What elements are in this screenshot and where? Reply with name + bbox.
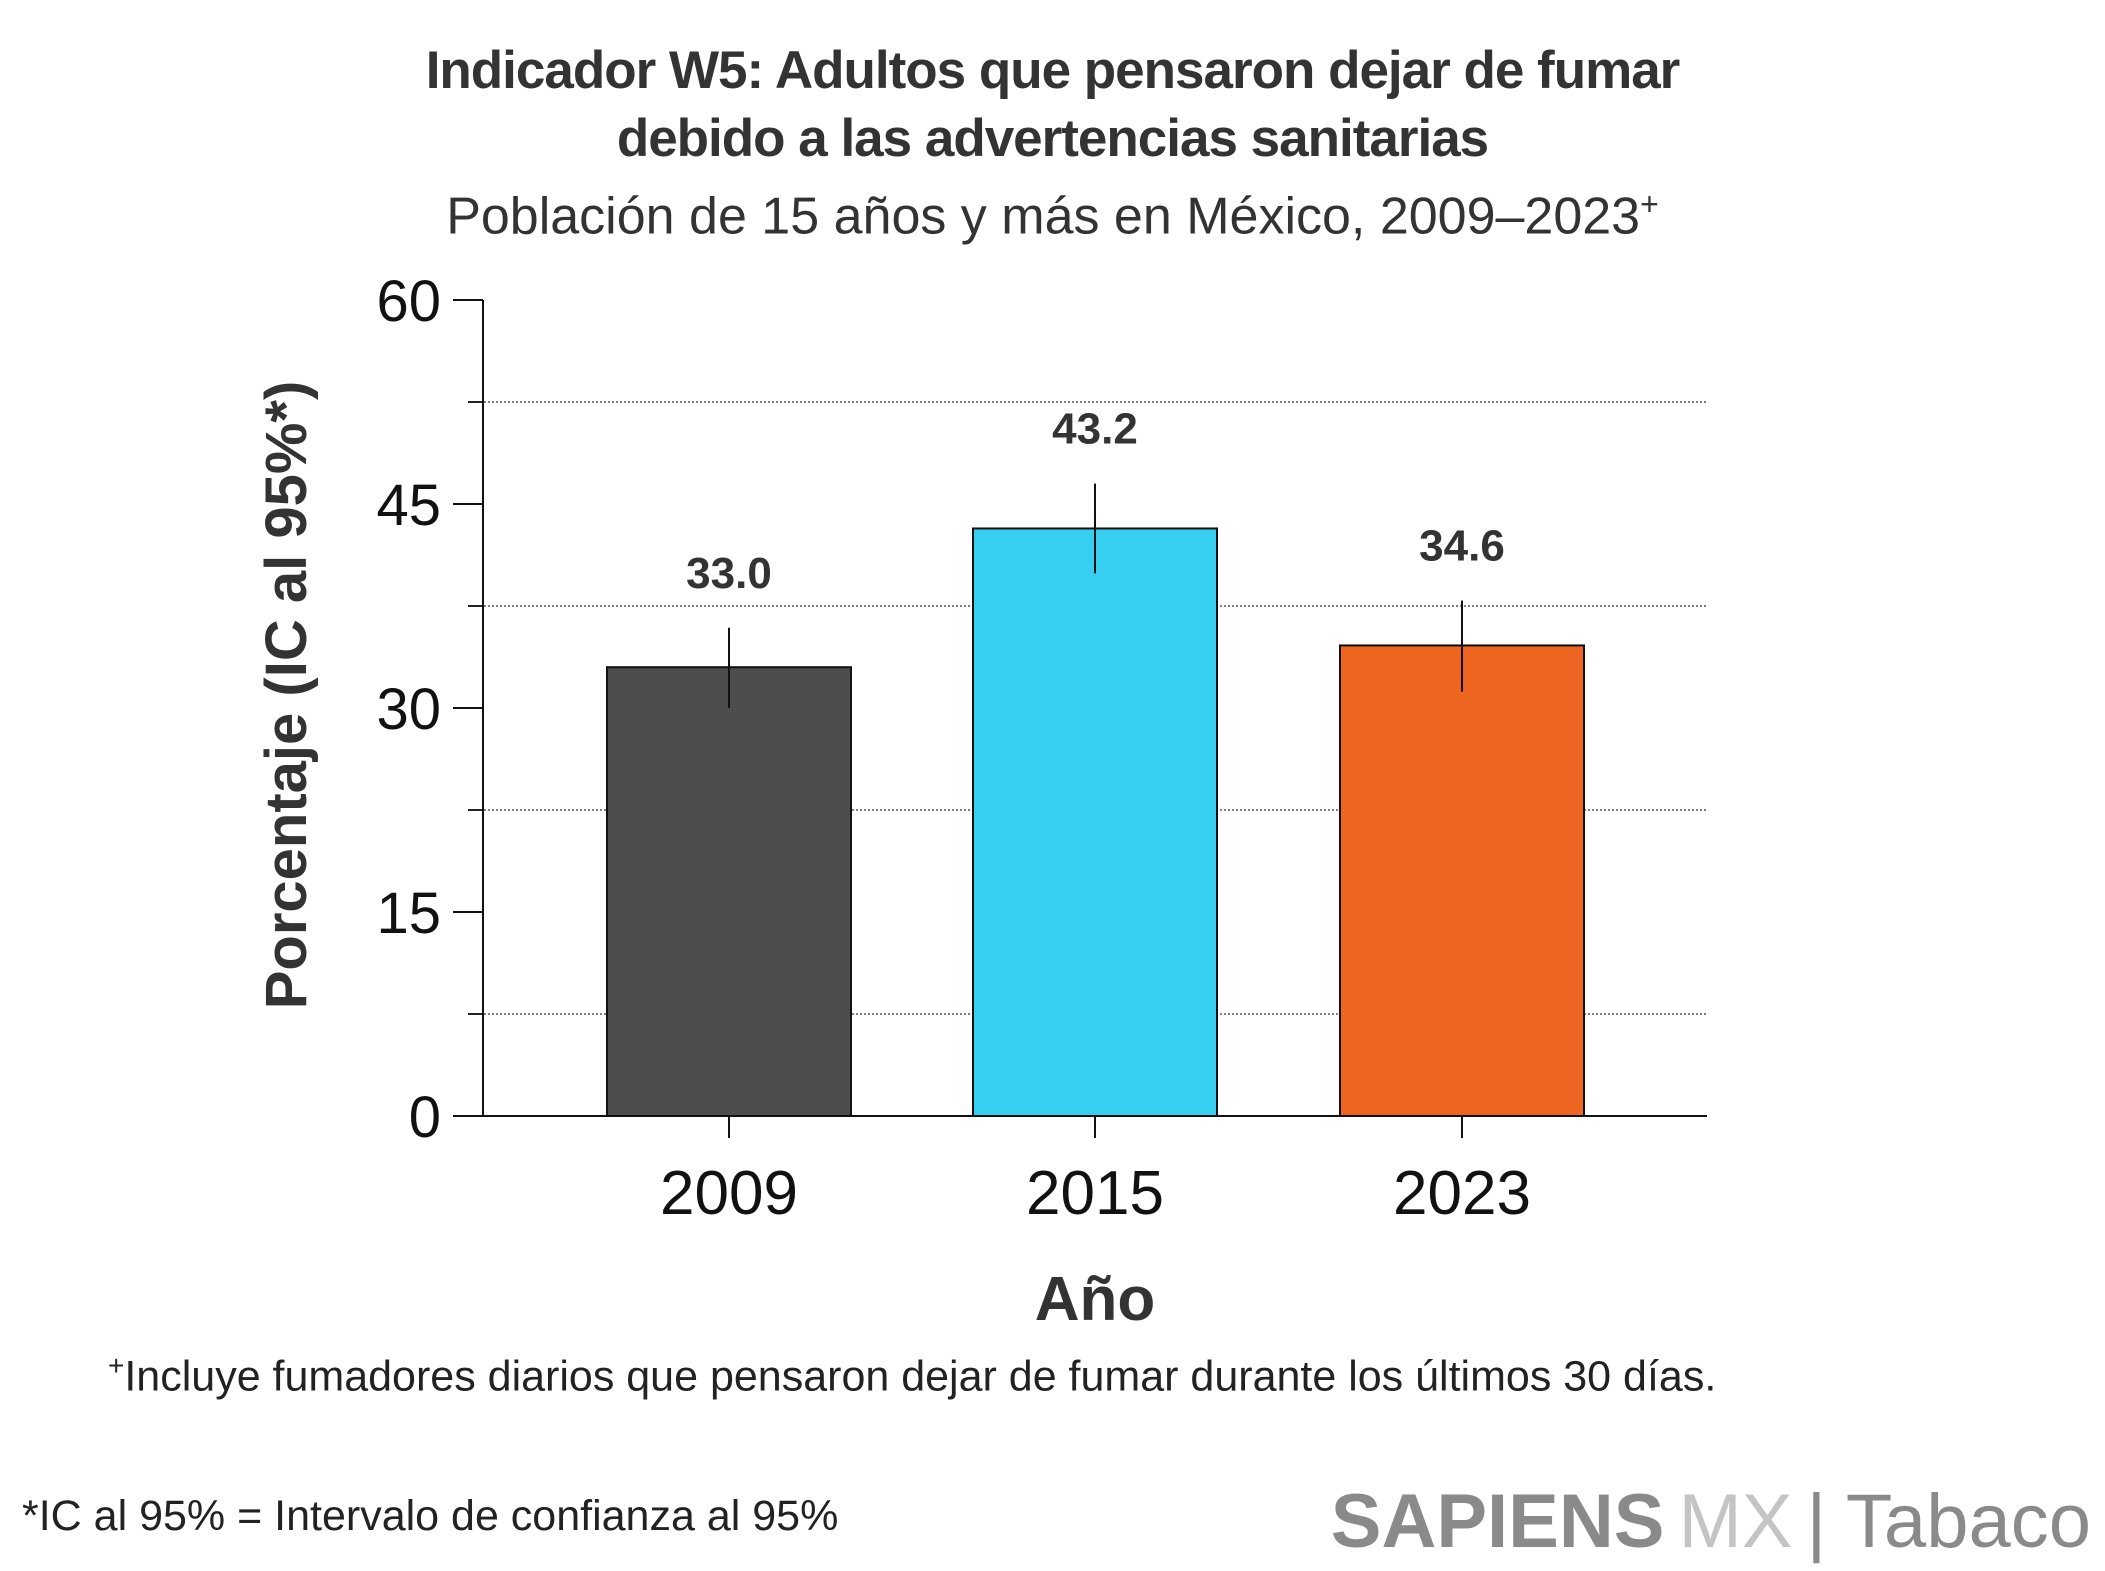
y-axis-label: Porcentaje (IC al 95%*) <box>254 381 319 1010</box>
x-tick-label-2009: 2009 <box>660 1159 798 1228</box>
x-tick-label-2015: 2015 <box>1026 1159 1164 1228</box>
ci-note: *IC al 95% = Intervalo de confianza al 9… <box>22 1492 839 1540</box>
x-tick-label-2023: 2023 <box>1393 1159 1531 1228</box>
chart-subtitle: Población de 15 años y más en México, 20… <box>0 186 2105 246</box>
chart-title-line2: debido a las advertencias sanitarias <box>616 109 1489 168</box>
subtitle-mark: + <box>1640 186 1659 222</box>
subtitle-text: Población de 15 años y más en México, 20… <box>446 187 1641 246</box>
y-tick-label: 45 <box>376 473 441 538</box>
bar-2009 <box>606 666 852 1117</box>
y-tick-label: 0 <box>409 1085 441 1150</box>
bar-2015 <box>972 527 1218 1117</box>
data-label-2009: 33.0 <box>686 549 772 598</box>
footnote-text: Incluye fumadores diarios que pensaron d… <box>124 1352 1717 1401</box>
x-axis-label: Año <box>1035 1265 1156 1334</box>
y-tick-label: 30 <box>376 677 441 742</box>
chart-title-line1: Indicador W5: Adultos que pensaron dejar… <box>425 41 1681 100</box>
sapiens-logo: SAPIENS MX | Tabaco <box>1331 1478 2091 1565</box>
footnote: +Incluye fumadores diarios que pensaron … <box>108 1350 1716 1401</box>
bar-2023 <box>1339 644 1585 1117</box>
y-tick-label: 60 <box>376 269 441 334</box>
logo-mx: MX <box>1678 1479 1793 1564</box>
logo-tabaco: | Tabaco <box>1806 1479 2091 1564</box>
y-tick-label: 15 <box>376 881 441 946</box>
logo-sapiens: SAPIENS <box>1330 1479 1665 1564</box>
data-label-2023: 34.6 <box>1419 522 1505 571</box>
data-label-2015: 43.2 <box>1052 405 1138 454</box>
footnote-mark: + <box>108 1350 125 1381</box>
